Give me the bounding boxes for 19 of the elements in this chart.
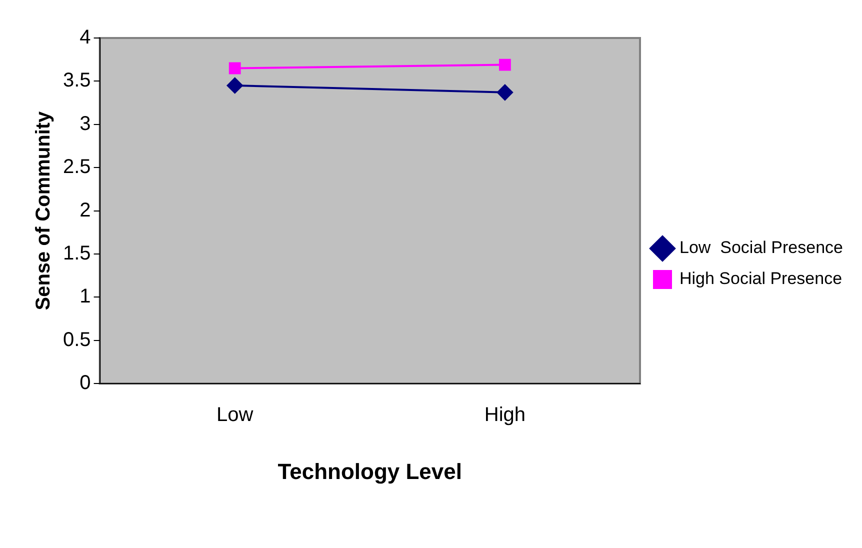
y-tick-label: 3 [80,112,91,135]
y-tick-label: 4 [80,26,91,49]
point [496,84,513,100]
legend-label: Low Social Presence [680,238,843,258]
y-tick-label: 2.5 [62,156,91,178]
y-tick-label: 0 [80,372,91,394]
x-tick-label: High [484,404,526,426]
y-axis-title: Sense of Community [32,110,55,310]
y-tick-label: 0.5 [62,328,91,351]
x-axis-title: Technology Level [278,458,462,484]
point [228,62,241,74]
point [499,58,511,71]
point [226,78,243,94]
y-tick-label: 3.5 [62,70,91,92]
y-tick-label: 1 [80,286,91,308]
x-tick-label: Low [216,404,254,426]
y-tick-label: 1.5 [62,242,91,265]
y-tick-label: 2 [80,199,91,222]
legend-label: High Social Presence [680,269,842,288]
